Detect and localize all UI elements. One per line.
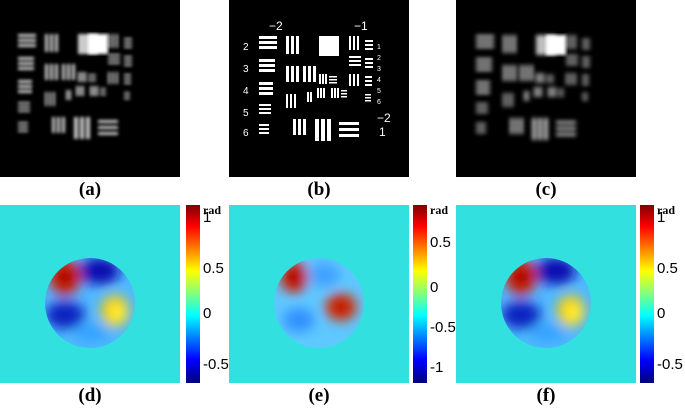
colorbar-e-tick-3: -1 xyxy=(430,359,444,376)
target-right-num-3: 4 xyxy=(377,77,381,84)
colorbar-d-unit: rad xyxy=(203,203,221,217)
target-label-bottom-right-2: 1 xyxy=(379,125,386,139)
colorbar-f-tick-0: 1 xyxy=(657,209,666,226)
target-left-num-4: 6 xyxy=(243,128,249,139)
colorbar-d-tick-3: -0.5 xyxy=(203,356,229,373)
target-right-num-4: 5 xyxy=(377,88,381,95)
subfigure-label-c: (c) xyxy=(535,179,557,200)
subfigure-label-b: (b) xyxy=(307,179,331,200)
panel-e-phase-map xyxy=(229,205,409,383)
colorbar-e-tick-2: -0.5 xyxy=(430,319,456,336)
panel-d-phase-map xyxy=(0,205,180,383)
colorbar-d-tick-2: 0 xyxy=(203,305,212,322)
colorbar-f-tick-2: 0 xyxy=(657,305,666,322)
colorbar-d-tick-0: 1 xyxy=(203,209,212,226)
colorbar-f xyxy=(640,205,654,383)
colorbar-e-tick-0: 0.5 xyxy=(430,234,451,251)
target-right-num-1: 2 xyxy=(377,55,381,62)
subfigure-label-e: (e) xyxy=(308,385,330,406)
target-right-num-5: 6 xyxy=(377,99,381,106)
target-label-top-right: −1 xyxy=(354,19,368,33)
target-right-num-2: 3 xyxy=(377,66,381,73)
subfigure-label-a: (a) xyxy=(78,179,102,200)
target-label-top-left: −2 xyxy=(269,19,283,33)
colorbar-d-tick-1: 0.5 xyxy=(203,260,224,277)
colorbar-d xyxy=(186,205,200,383)
colorbar-f-tick-3: -0.5 xyxy=(657,356,683,373)
target-right-num-0: 1 xyxy=(377,44,381,51)
subfigure-label-f: (f) xyxy=(536,385,556,406)
colorbar-e-tick-1: 0 xyxy=(430,279,439,296)
colorbar-f-unit: rad xyxy=(657,203,675,217)
target-label-bottom-right: −2 xyxy=(377,111,391,125)
panel-c-blurred-image xyxy=(456,0,636,177)
target-left-num-3: 5 xyxy=(243,108,249,119)
panel-a-blurred-image xyxy=(0,0,180,177)
subfigure-label-d: (d) xyxy=(78,385,102,406)
target-left-num-0: 2 xyxy=(243,42,249,53)
target-left-num-1: 3 xyxy=(243,64,249,75)
target-left-num-2: 4 xyxy=(243,86,249,97)
colorbar-f-tick-1: 0.5 xyxy=(657,260,678,277)
panel-f-phase-map xyxy=(456,205,636,383)
panel-b-target-image: −2 −1 −2 1 2 3 4 5 6 1 2 3 4 5 6 xyxy=(229,0,409,177)
colorbar-e xyxy=(413,205,427,383)
colorbar-e-unit: rad xyxy=(430,203,448,217)
